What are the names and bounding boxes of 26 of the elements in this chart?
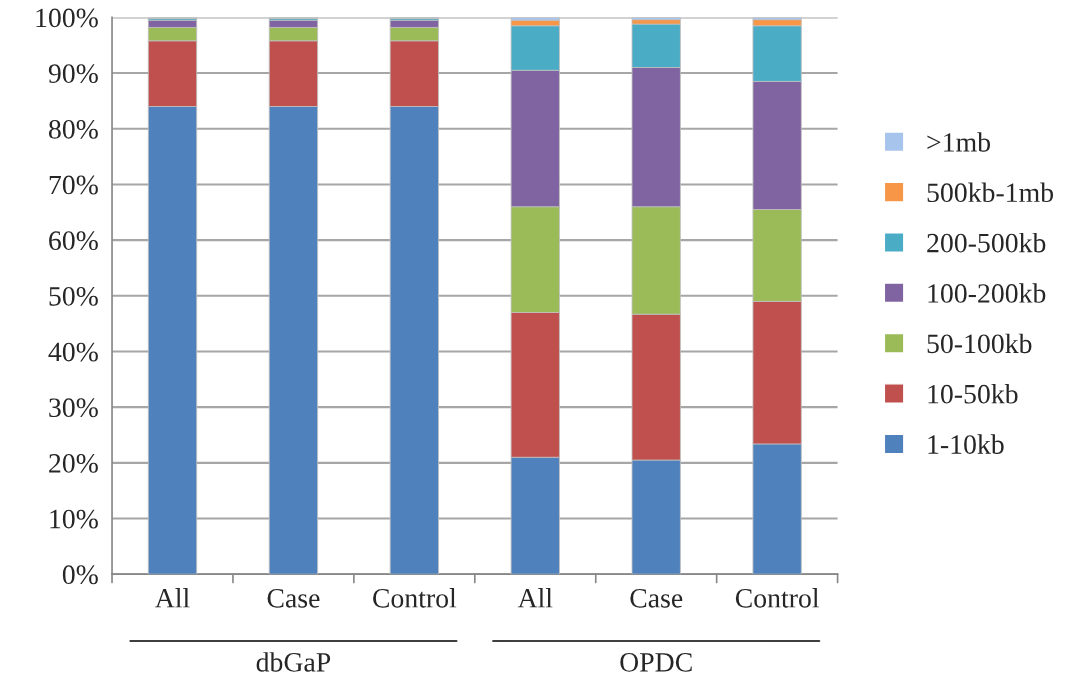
text: OPDC	[620, 653, 692, 672]
y-tick-label: 70%	[49, 175, 98, 195]
y-tick-label: 30%	[49, 398, 98, 418]
text: dbGaP	[256, 652, 331, 672]
legend-label: 10-50kb	[928, 384, 1018, 404]
y-tick-label: 20%	[49, 454, 98, 473]
legend-label: 50-100kb	[927, 333, 1032, 354]
y-tick-label: 90%	[48, 64, 98, 84]
legend-label: 100-200kb	[928, 283, 1046, 303]
y-tick-label: 40%	[48, 342, 98, 362]
x-tick-label: Case	[267, 588, 320, 608]
legend-label: 500kb-1mb	[927, 182, 1054, 203]
legend-label: >1mb	[927, 132, 991, 152]
y-tick-label: 0%	[62, 565, 98, 585]
x-tick-label: Case	[630, 588, 683, 608]
x-tick-label: All	[517, 588, 553, 608]
y-tick-label: 10%	[50, 509, 98, 529]
x-tick-label: Control	[373, 588, 457, 608]
legend-label: 1-10kb	[928, 434, 1004, 454]
y-tick-label: 100%	[36, 8, 98, 28]
y-tick-label: 60%	[49, 231, 98, 251]
x-tick-label: Control	[735, 588, 820, 608]
y-tick-label: 50%	[49, 286, 98, 306]
x-tick-label: All	[155, 588, 190, 608]
legend-label: 200-500kb	[927, 232, 1046, 253]
y-tick-label: 80%	[48, 119, 98, 139]
